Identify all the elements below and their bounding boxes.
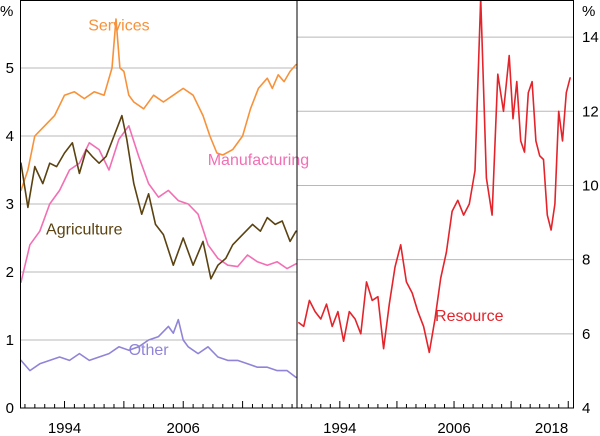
series-label-services: Services: [88, 18, 149, 35]
series-label-resource: Resource: [435, 308, 504, 325]
series-line-resource: [298, 0, 571, 354]
series-label-agriculture: Agriculture: [46, 222, 123, 239]
y-tick-label-right-8: 8: [582, 252, 590, 269]
x-tick-label-left-2006: 2006: [167, 420, 200, 436]
series-layer: [20, 0, 571, 379]
y-tick-label-right-12: 12: [582, 103, 599, 120]
gridlines: [20, 36, 573, 341]
series-label-manufacturing: Manufacturing: [208, 152, 309, 169]
x-tick-label-right-1994: 1994: [323, 420, 356, 436]
right-unit-label: %: [582, 3, 595, 20]
y-tick-label-right-4: 4: [582, 400, 590, 417]
y-tick-label-left-1: 1: [6, 332, 14, 349]
x-tick-label-left-1994: 1994: [48, 420, 81, 436]
y-tick-label-right-6: 6: [582, 326, 590, 343]
y-tick-label-left-2: 2: [6, 264, 14, 281]
x-tick-label-right-2018: 2018: [535, 420, 568, 436]
labels-layer: Services Manufacturing Agriculture Other Res…: [46, 18, 504, 359]
series-line-manufacturing: [20, 125, 297, 284]
series-line-agriculture: [20, 114, 297, 280]
series-line-other: [20, 318, 297, 379]
y-tick-label-left-0: 0: [6, 400, 14, 417]
series-label-other: Other: [129, 342, 170, 359]
y-tick-label-right-10: 10: [582, 177, 599, 194]
x-tick-label-right-2006: 2006: [437, 420, 470, 436]
plot-frame: [20, 0, 574, 409]
left-unit-label: %: [0, 3, 13, 20]
series-line-services: [20, 18, 297, 192]
y-tick-label-left-3: 3: [6, 196, 14, 213]
y-tick-label-left-5: 5: [6, 60, 14, 77]
y-tick-label-left-4: 4: [6, 128, 14, 145]
y-tick-label-right-14: 14: [582, 29, 599, 46]
